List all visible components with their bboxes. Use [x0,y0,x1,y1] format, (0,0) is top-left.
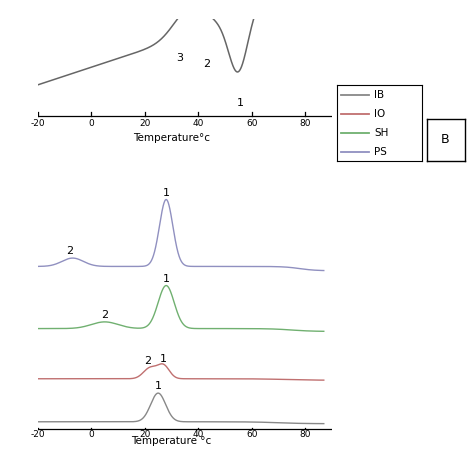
Text: 20: 20 [139,119,150,128]
Text: 1: 1 [163,188,170,198]
Text: Temperature °c: Temperature °c [131,436,211,446]
Text: 1: 1 [155,381,162,391]
Text: 80: 80 [300,429,311,438]
Text: 2: 2 [203,59,210,70]
Text: 3: 3 [176,53,183,63]
Text: 80: 80 [300,119,311,128]
Text: Temperature°c: Temperature°c [133,133,210,143]
Text: 1: 1 [163,273,170,283]
Text: 0: 0 [89,119,94,128]
Text: B: B [441,133,450,146]
Text: 1: 1 [160,354,167,364]
Text: -20: -20 [31,119,45,128]
Text: PS: PS [374,146,387,157]
Text: 1: 1 [237,98,244,108]
Text: 60: 60 [246,429,257,438]
Text: 2: 2 [101,310,108,320]
Text: IO: IO [374,109,385,119]
Text: 20: 20 [139,429,150,438]
Text: 2: 2 [144,356,151,366]
Text: 0: 0 [89,429,94,438]
Text: -20: -20 [31,429,45,438]
Text: SH: SH [374,128,389,138]
Text: IB: IB [374,90,384,100]
Text: 60: 60 [246,119,257,128]
Text: 40: 40 [192,429,204,438]
Text: 40: 40 [192,119,204,128]
Text: 2: 2 [66,246,73,256]
